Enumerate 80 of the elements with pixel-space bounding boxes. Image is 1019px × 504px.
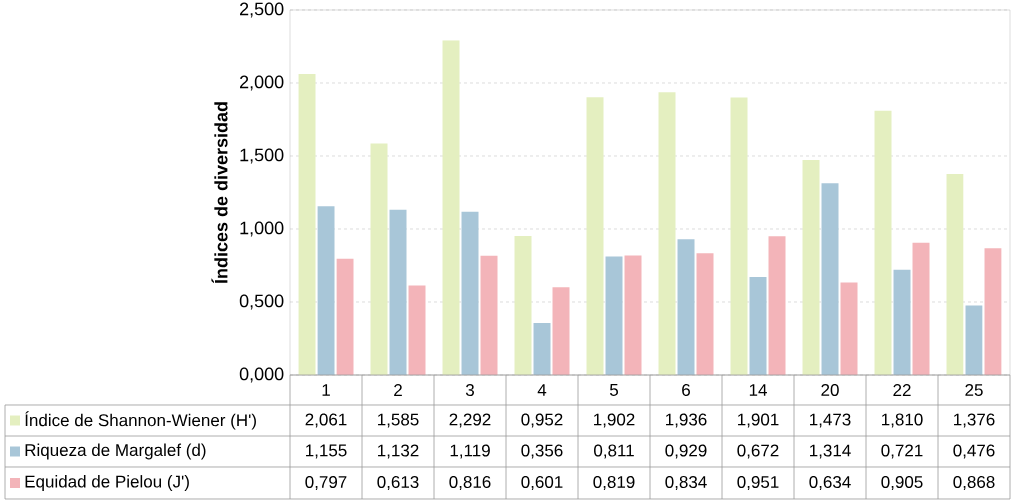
bar bbox=[298, 74, 316, 375]
data-label: 1,902 bbox=[594, 413, 635, 428]
y-tick-label: 2,500 bbox=[240, 2, 284, 18]
data-label: 0,601 bbox=[521, 475, 563, 491]
data-label: 0,819 bbox=[593, 475, 635, 491]
bar bbox=[586, 97, 604, 375]
data-label: 1,901 bbox=[738, 413, 779, 428]
bar bbox=[552, 287, 570, 375]
data-label: 2,061 bbox=[305, 413, 347, 428]
data-label: 1,810 bbox=[882, 413, 923, 428]
data-label: 1,936 bbox=[666, 413, 707, 428]
legend-label: Equidad de Pielou (J') bbox=[25, 475, 189, 491]
x-tick-label: 1 bbox=[322, 384, 330, 396]
data-label: 0,905 bbox=[881, 475, 923, 491]
bar bbox=[461, 211, 479, 375]
bar bbox=[874, 110, 892, 375]
data-label: 0,951 bbox=[737, 475, 779, 491]
x-tick-label: 14 bbox=[749, 384, 767, 396]
bar bbox=[514, 236, 532, 375]
bar bbox=[389, 209, 407, 375]
x-tick-label: 6 bbox=[682, 383, 690, 397]
bar bbox=[946, 174, 964, 375]
bar bbox=[336, 258, 354, 375]
data-label: 1,314 bbox=[810, 444, 851, 459]
bar bbox=[821, 183, 839, 375]
bar bbox=[768, 236, 786, 375]
bar bbox=[965, 305, 983, 375]
data-label: 1,585 bbox=[378, 413, 419, 428]
x-tick-label: 22 bbox=[893, 384, 911, 396]
x-tick-label: 2 bbox=[394, 384, 402, 396]
bar bbox=[480, 255, 498, 375]
y-tick-label: 0,500 bbox=[239, 294, 284, 310]
x-tick-label: 20 bbox=[821, 383, 839, 397]
data-label: 0,811 bbox=[594, 444, 634, 459]
bar bbox=[749, 276, 767, 375]
data-label: 1,132 bbox=[378, 444, 419, 459]
data-label: 0,929 bbox=[665, 444, 707, 459]
bar bbox=[605, 256, 623, 375]
data-label: 0,952 bbox=[521, 413, 563, 428]
x-tick-label: 5 bbox=[609, 384, 619, 396]
data-label: 0,816 bbox=[449, 475, 491, 491]
bar bbox=[802, 159, 820, 375]
bar bbox=[730, 97, 748, 375]
bar bbox=[442, 40, 460, 375]
data-label: 2,292 bbox=[449, 413, 491, 428]
y-tick-label: 2,000 bbox=[240, 75, 284, 91]
data-label: 0,834 bbox=[665, 475, 707, 491]
data-label: 0,797 bbox=[305, 475, 347, 491]
bar bbox=[984, 248, 1002, 375]
data-label: 1,119 bbox=[450, 444, 490, 459]
legend-label: Riqueza de Margalef (d) bbox=[25, 443, 206, 460]
data-label: 0,672 bbox=[737, 444, 779, 459]
data-label: 1,473 bbox=[810, 413, 851, 428]
data-label: 0,613 bbox=[377, 475, 419, 491]
y-tick-label: 1,500 bbox=[240, 148, 284, 164]
bar bbox=[533, 323, 551, 375]
data-label: 1,155 bbox=[306, 444, 347, 459]
y-tick-label: 1,000 bbox=[240, 221, 284, 237]
bar bbox=[408, 285, 426, 375]
bar bbox=[317, 206, 335, 375]
x-tick-label: 4 bbox=[537, 384, 547, 396]
bar bbox=[624, 255, 642, 375]
bar bbox=[893, 269, 911, 375]
bar bbox=[658, 92, 676, 375]
data-label: 0,868 bbox=[953, 475, 995, 491]
legend-label: Índice de Shannon-Wiener (H') bbox=[25, 411, 256, 430]
x-tick-label: 25 bbox=[965, 383, 983, 397]
data-label: 1,376 bbox=[954, 413, 995, 428]
bar bbox=[696, 253, 714, 375]
data-label: 0,634 bbox=[809, 475, 851, 491]
data-label: 0,356 bbox=[521, 444, 563, 459]
bar bbox=[912, 242, 930, 375]
bar bbox=[840, 282, 858, 375]
data-label: 0,721 bbox=[881, 444, 923, 459]
bar bbox=[370, 143, 388, 375]
bar bbox=[677, 239, 695, 375]
y-axis-title: Índices de diversidad bbox=[211, 102, 228, 284]
x-tick-label: 3 bbox=[465, 383, 474, 397]
data-label: 0,476 bbox=[953, 444, 995, 459]
y-tick-label: 0,000 bbox=[239, 367, 284, 383]
